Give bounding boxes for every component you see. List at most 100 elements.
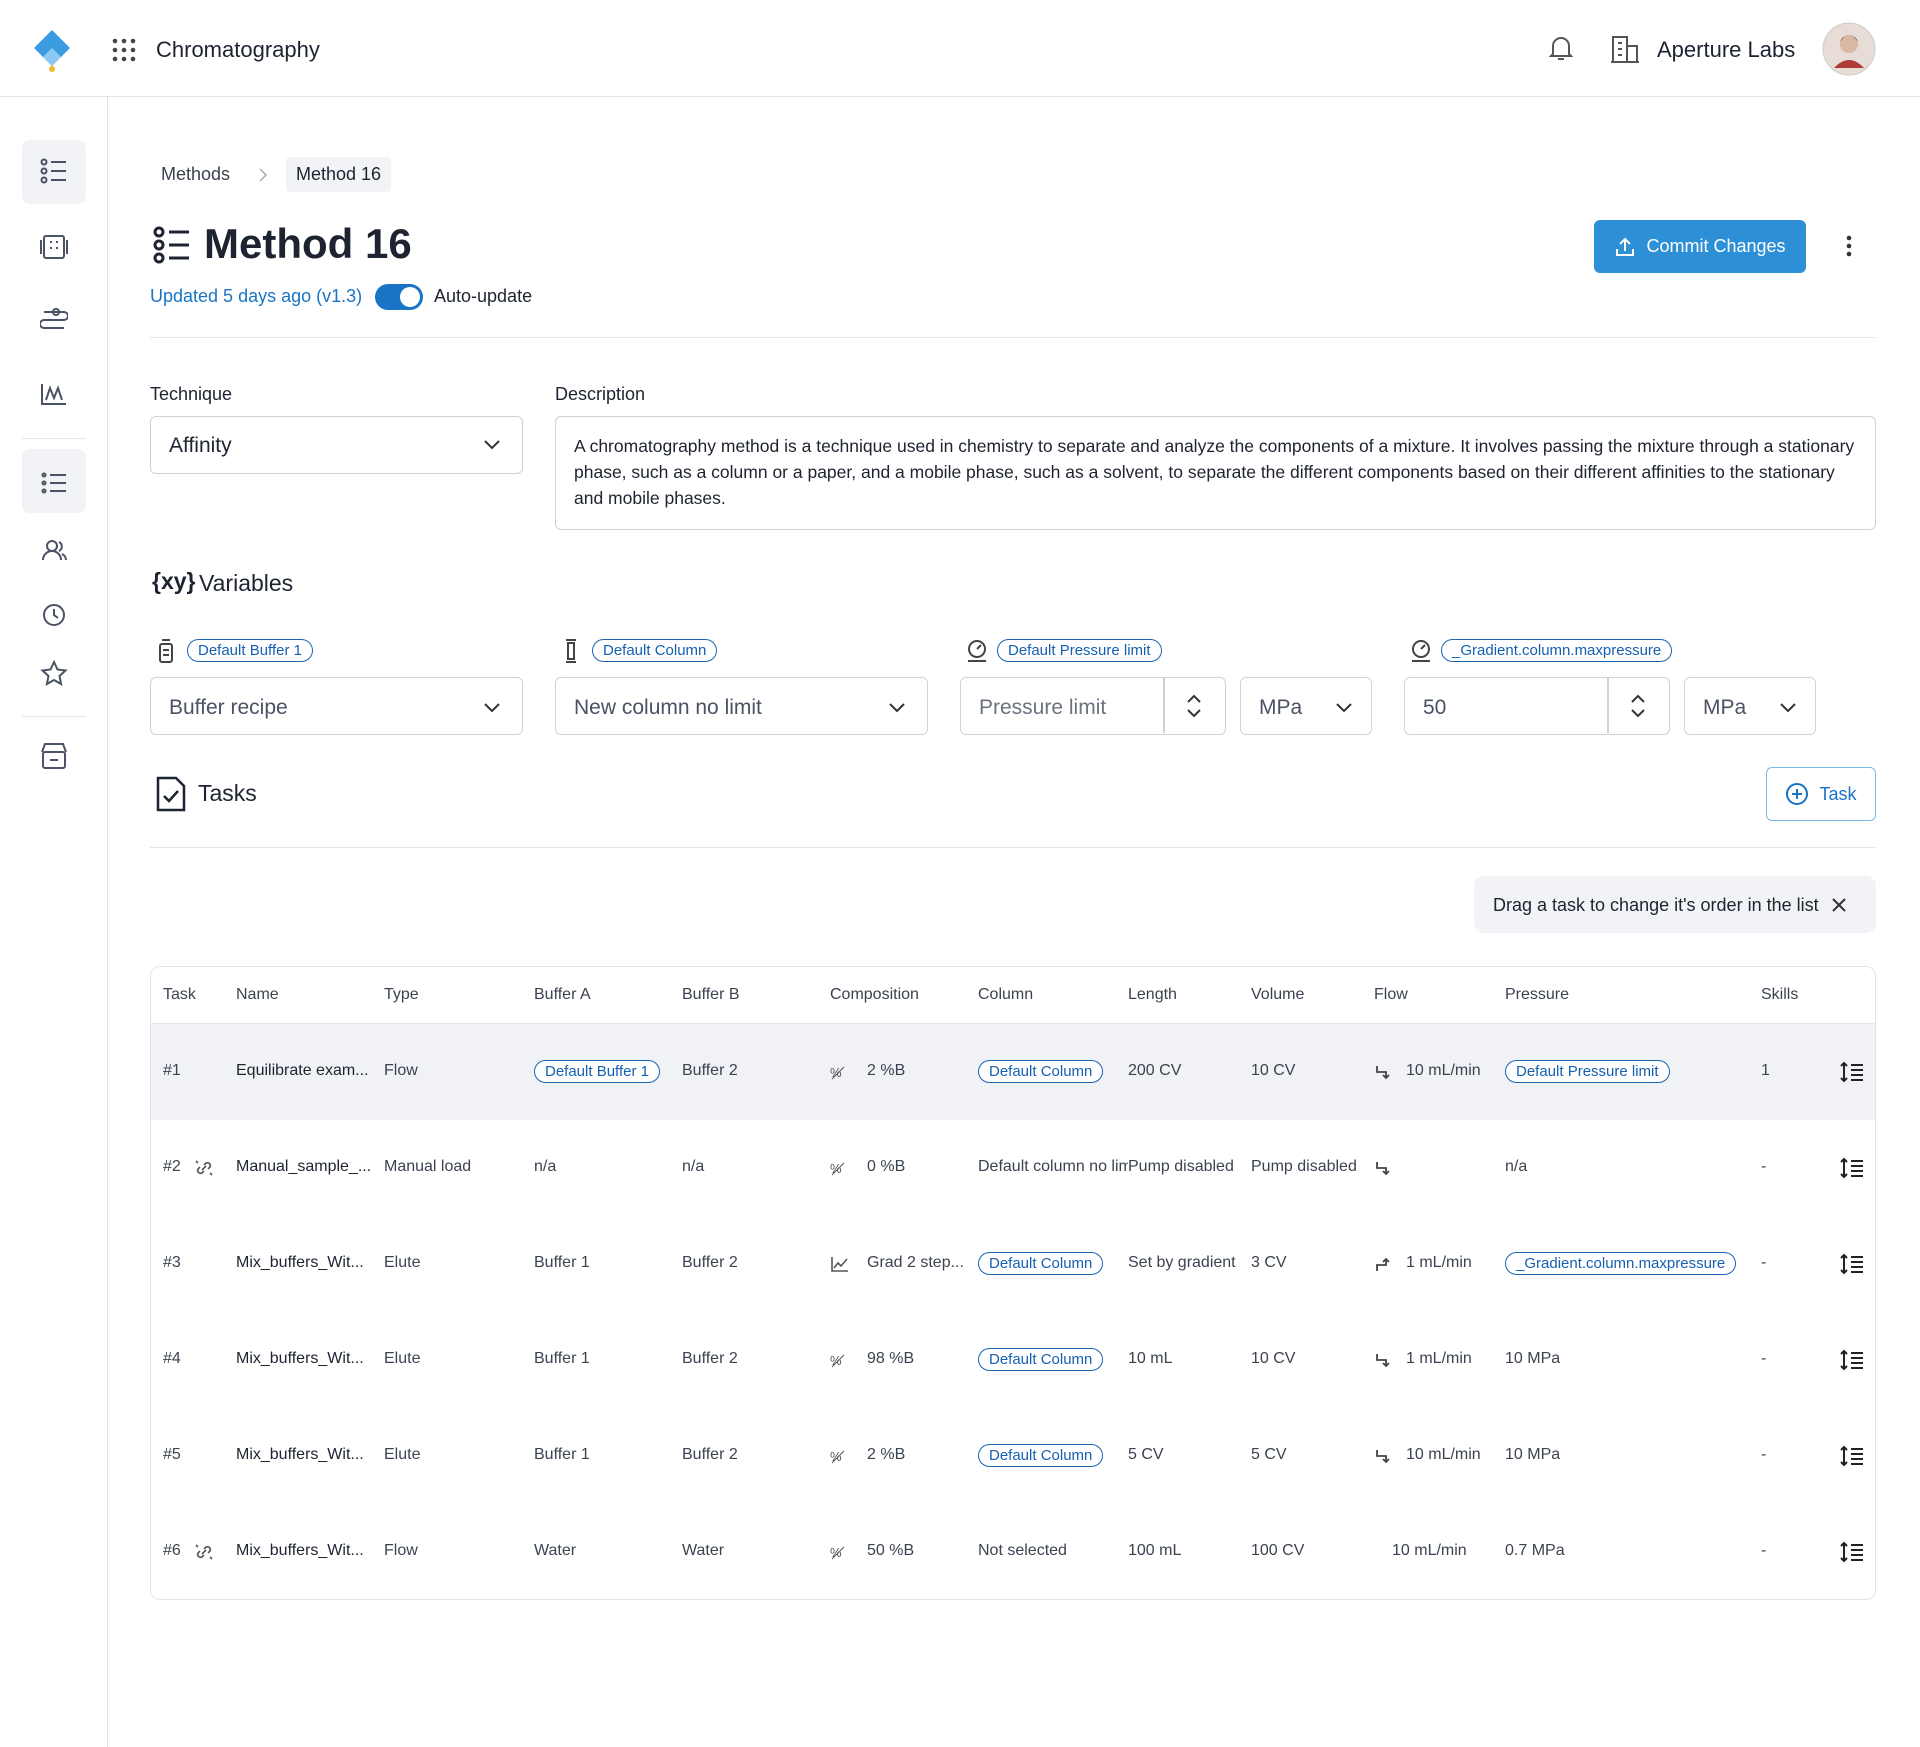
stepper-svg [1187,694,1201,718]
variable-input[interactable]: 50 [1404,677,1670,735]
variable-input[interactable]: Buffer recipe [150,677,523,735]
cell-text: 10 CV [1251,1062,1296,1079]
cell-text: Flow [384,1062,418,1079]
composition-icon [830,1255,850,1275]
task-number: #2 [163,1158,181,1175]
cell-text: - [1761,1446,1767,1463]
cell-text: n/a [534,1158,557,1175]
org-icon [1611,36,1639,63]
breadcrumb-chevron [259,168,268,182]
table-row[interactable]: #6 Mix_buffers_Wit... Flow Water Water 50 %B N… [151,1504,1875,1599]
composition-icon-svg: % [830,1065,845,1080]
page-title: Method 16 [204,220,412,267]
flow-icon-svg [1376,1257,1390,1271]
table-row[interactable]: #2 Manual_sample_... Manual load n/a n/a 0 %B… [151,1120,1875,1217]
nav-icons[interactable] [40,158,68,658]
task-number: #6 [163,1542,181,1559]
org-name[interactable]: Aperture Labs [1657,37,1796,62]
commit-button[interactable]: Commit Changes [1594,220,1806,273]
cell-text: Buffer 1 [534,1446,590,1463]
plus-icon [1786,783,1809,805]
chevron [1335,702,1353,714]
table-row[interactable]: #3 Mix_buffers_Wit... Elute Buffer 1 Buffer … [151,1216,1875,1313]
linked-icon [194,1158,214,1178]
cell-text: 10 mL/min [1406,1446,1481,1463]
stepper-svg [1631,694,1645,718]
tasks-icon [156,776,186,812]
column-header: Skills [1761,986,1799,1003]
cell-text: 0 %B [867,1158,906,1175]
cell-text: 0.7 MPa [1505,1542,1565,1559]
stepper [1629,694,1647,718]
cell-text: 2 %B [867,1062,906,1079]
toggle[interactable] [375,284,423,310]
cell-text: 100 CV [1251,1542,1305,1559]
variable-tag: Default Pressure limit [997,639,1162,662]
composition-icon: % [830,1159,850,1179]
close-hint[interactable] [1830,896,1848,914]
variable-input[interactable]: Pressure limit [960,677,1226,735]
table-row[interactable]: #5 Mix_buffers_Wit... Elute Buffer 1 Buffer … [151,1408,1875,1505]
unit-select[interactable]: MPa [1684,677,1816,735]
column-header: Pressure [1505,986,1570,1003]
cell-text: Manual load [384,1158,472,1175]
table-row[interactable]: #4 Mix_buffers_Wit... Elute Buffer 1 Buffer … [151,1312,1875,1409]
more-menu[interactable] [1845,234,1853,258]
cell-text: 50 %B [867,1542,915,1559]
variables-title: Variables [199,570,294,596]
variable-input[interactable]: New column no limit [555,677,928,735]
variable-icon-svg [566,639,576,663]
apps-icon[interactable] [112,38,136,62]
stepper [1185,694,1203,718]
notifications[interactable] [1548,34,1574,62]
reorder-handle-svg [1840,1445,1863,1467]
chevron-svg [1780,703,1796,713]
cell-text: Pump disabled [1251,1158,1357,1175]
app-name: Chromatography [156,37,320,62]
column-header: Task [163,986,196,1003]
technique-label: Technique [150,384,233,404]
cell-tag: Default Buffer 1 [534,1060,660,1083]
nav-divider [22,716,86,717]
cell-text: Buffer 2 [682,1254,738,1271]
variable-tag: Default Buffer 1 [187,639,313,662]
avatar[interactable] [1822,22,1876,76]
chevron [888,702,906,714]
cell-text: Elute [384,1350,421,1367]
table-row[interactable]: #1 Equilibrate exam... Flow Default Buffer … [151,1024,1875,1121]
tasks-title: Tasks [198,780,257,806]
description-text[interactable]: A chromatography method is a technique u… [555,416,1876,530]
column-header: Name [236,986,279,1003]
add-task-button[interactable]: Task [1766,767,1876,821]
cell-text: 200 CV [1128,1062,1182,1079]
cell-text: Buffer 1 [534,1254,590,1271]
variable-value: Pressure limit [979,696,1107,719]
add-task-label: Task [1819,783,1857,804]
chevron-svg [889,703,905,713]
updated-info[interactable]: Updated 5 days ago (v1.3) [150,286,363,306]
reorder-handle [1839,1060,1865,1084]
linked-icon-svg [195,1160,213,1176]
cell-text: Flow [384,1542,418,1559]
nav-icons-lower[interactable] [40,660,68,770]
breadcrumb-item[interactable]: Methods [161,164,231,184]
composition-icon-svg: % [830,1161,845,1176]
chevron-svg [1336,703,1352,713]
cell-text: 10 mL [1128,1350,1173,1367]
composition-icon: % [830,1543,850,1563]
reorder-handle [1839,1156,1865,1180]
chevron [483,702,501,714]
stepper-divider [1607,678,1609,733]
task-number: #1 [163,1062,181,1079]
technique-select[interactable]: Affinity [150,416,523,474]
divider [150,337,1876,338]
task-number: #5 [163,1446,181,1463]
column-header: Length [1128,986,1177,1003]
cell-text: Mix_buffers_Wit... [236,1446,364,1463]
column-header: Buffer A [534,986,591,1003]
flow-icon [1374,1351,1394,1371]
unit-select[interactable]: MPa [1240,677,1372,735]
variable-value: New column no limit [574,696,762,719]
tasks-table: Task Name Type Buffer A Buffer B Composition C… [150,966,1876,1600]
